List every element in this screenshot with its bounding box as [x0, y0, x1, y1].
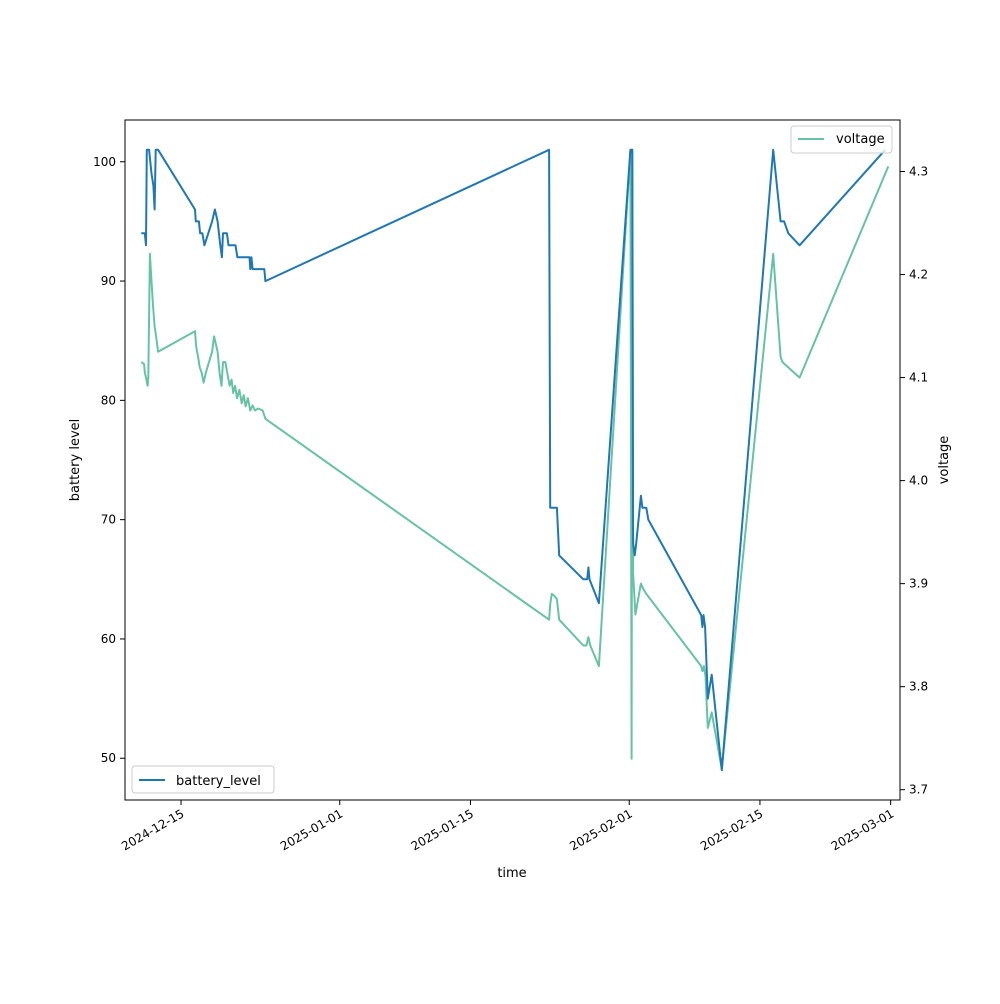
legend-voltage: voltage	[790, 125, 893, 154]
right-y-tick-label: 4.1	[909, 371, 928, 385]
left-y-tick-label: 80	[101, 393, 116, 407]
left-y-tick-label: 90	[101, 274, 116, 288]
left-y-tick-label: 100	[93, 155, 116, 169]
left-y-tick-label: 50	[101, 751, 116, 765]
right-y-axis: 3.7 3.8 3.9 4.0 4.1 4.2 4.3	[900, 165, 928, 797]
plot-frame	[124, 119, 901, 801]
right-y-tick-label: 3.8	[909, 680, 928, 694]
left-y-axis: 50 60 70 80 90 100	[93, 155, 125, 765]
series-layer	[140, 148, 890, 772]
legend-voltage-box	[790, 125, 893, 154]
right-y-tick-label: 4.0	[909, 474, 928, 488]
legend-battery-label: battery_level	[176, 774, 261, 789]
legend-battery-level: battery_level	[131, 765, 275, 794]
x-axis-label: time	[497, 866, 526, 881]
right-y-tick-label: 4.2	[909, 268, 928, 282]
legend-battery-box	[131, 765, 275, 794]
right-y-tick-label: 3.9	[909, 577, 928, 591]
series-line-battery-level	[141, 148, 886, 772]
left-y-tick-label: 60	[101, 632, 116, 646]
right-y-tick-label: 3.7	[909, 783, 928, 797]
legend-voltage-label: voltage	[836, 132, 885, 147]
left-y-axis-label: battery level	[68, 419, 83, 502]
right-y-tick-label: 4.3	[909, 165, 928, 179]
series-line-voltage	[140, 149, 890, 771]
right-y-axis-label: voltage	[937, 436, 952, 485]
left-y-tick-label: 70	[101, 513, 116, 527]
